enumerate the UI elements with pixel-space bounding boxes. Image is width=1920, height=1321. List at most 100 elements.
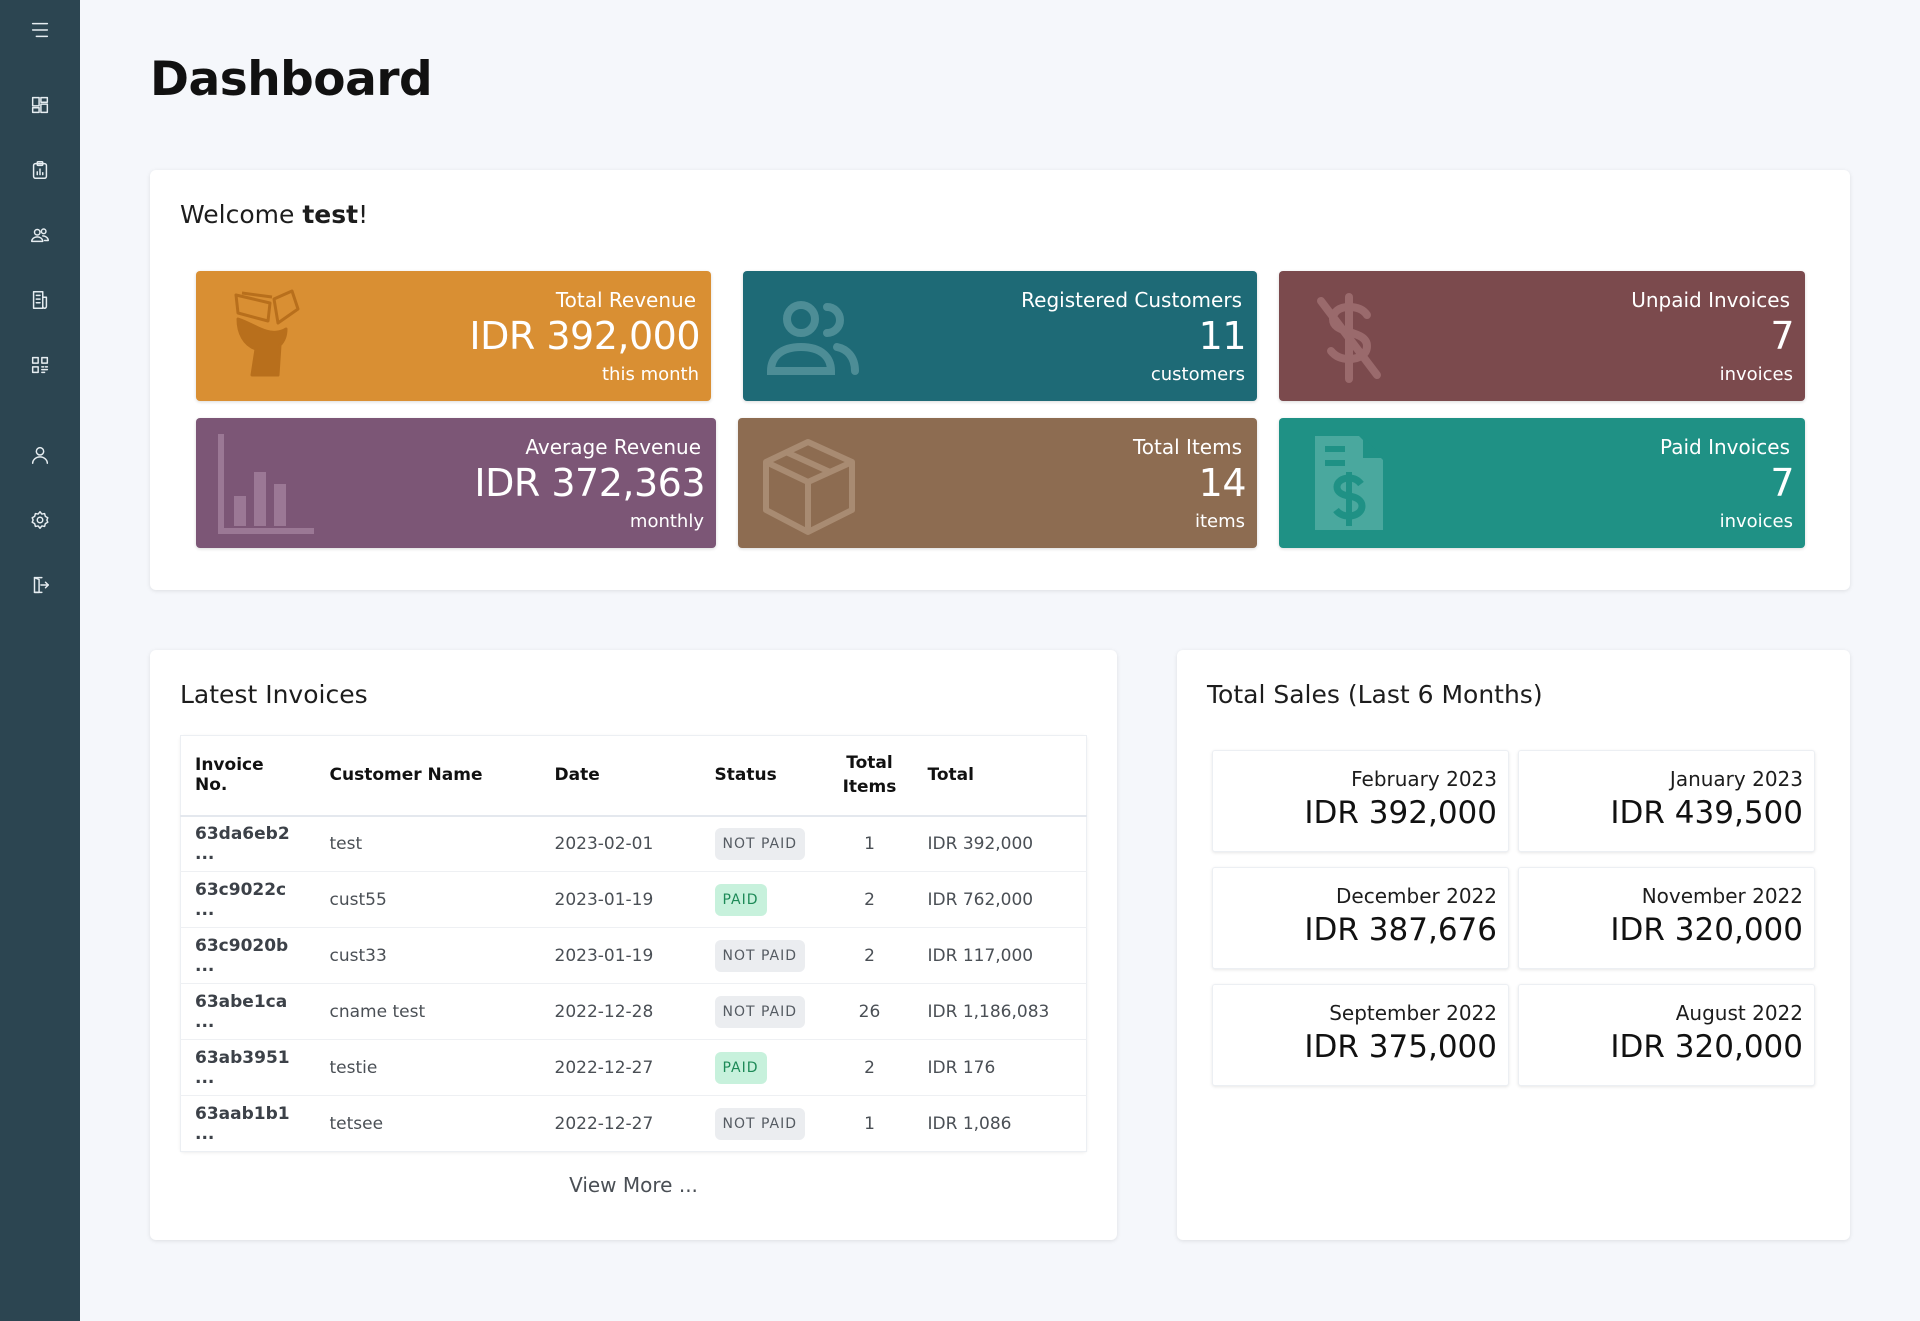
table-row[interactable]: 63c9022c ... cust55 2023-01-19 PAID 2 ID… <box>180 871 1087 928</box>
customer-name: testie <box>315 1039 541 1096</box>
stat-card-average-revenue[interactable]: Average Revenue IDR 372,363 monthly <box>196 418 716 548</box>
invoice-number[interactable]: 63ab3951 ... <box>180 1039 316 1096</box>
stat-card-total-revenue[interactable]: Total Revenue IDR 392,000 this month <box>196 271 711 401</box>
table-header-row: Invoice No. Customer Name Date Status To… <box>180 735 1087 817</box>
welcome-panel: Welcome test! Total Revenue IDR 392,000 … <box>150 170 1850 590</box>
status-cell: PAID <box>700 871 826 928</box>
status-cell: PAID <box>700 1039 826 1096</box>
stat-card-paid-invoices[interactable]: Paid Invoices 7 invoices <box>1279 418 1805 548</box>
invoice-number[interactable]: 63c9022c ... <box>180 871 316 928</box>
stat-subtext: this month <box>602 364 699 385</box>
total-items: 2 <box>825 927 914 984</box>
page-title: Dashboard <box>150 52 433 107</box>
total-items: 2 <box>825 1039 914 1096</box>
status-cell: NOT PAID <box>701 1096 826 1152</box>
stat-subtext: invoices <box>1719 364 1793 385</box>
invoice-date: 2022-12-27 <box>540 1039 701 1096</box>
invoice-number[interactable]: 63da6eb2 ... <box>180 815 316 872</box>
stat-card-total-items[interactable]: Total Items 14 items <box>738 418 1257 548</box>
invoice-number[interactable]: 63abe1ca ... <box>180 983 316 1040</box>
sales-month: August 2022 <box>1675 1001 1803 1025</box>
table-row[interactable]: 63ab3951 ... testie 2022-12-27 PAID 2 ID… <box>180 1039 1087 1096</box>
total-sales-panel: Total Sales (Last 6 Months) February 202… <box>1177 650 1850 1240</box>
status-badge: PAID <box>714 883 767 916</box>
table-row[interactable]: 63abe1ca ... cname test 2022-12-28 NOT P… <box>180 983 1087 1040</box>
welcome-suffix: ! <box>358 200 369 229</box>
table-row[interactable]: 63c9020b ... cust33 2023-01-19 NOT PAID … <box>180 927 1087 984</box>
invoice-number[interactable]: 63c9020b ... <box>180 927 316 984</box>
stat-label: Unpaid Invoices <box>1631 288 1790 312</box>
sales-amount: IDR 387,676 <box>1304 912 1497 948</box>
status-badge: PAID <box>714 1051 767 1084</box>
column-header-invoice-no[interactable]: Invoice No. <box>180 735 316 817</box>
status-badge: NOT PAID <box>714 1107 806 1140</box>
stat-value: IDR 372,363 <box>474 461 705 505</box>
sidebar <box>0 0 80 1321</box>
total-sales-title: Total Sales (Last 6 Months) <box>1207 680 1543 709</box>
customer-name: tetsee <box>329 1113 384 1134</box>
column-header-total[interactable]: Total <box>913 735 1087 817</box>
column-header-total-items[interactable]: Total Items <box>825 735 914 817</box>
stat-value: 11 <box>1198 314 1247 358</box>
stat-card-unpaid-invoices[interactable]: Unpaid Invoices 7 invoices <box>1279 271 1805 401</box>
dashboard-icon[interactable] <box>27 92 53 118</box>
status-badge: NOT PAID <box>714 939 806 972</box>
total-items: 1 <box>864 1113 875 1134</box>
stat-label: Registered Customers <box>1021 288 1242 312</box>
sales-amount: IDR 392,000 <box>1304 795 1497 831</box>
clipboard-report-icon[interactable] <box>27 157 53 183</box>
total-items: 2 <box>825 871 914 928</box>
user-icon[interactable] <box>27 442 53 468</box>
no-dollar-icon <box>1315 293 1383 383</box>
sales-month-card: September 2022 IDR 375,000 <box>1212 984 1509 1086</box>
invoice-total: IDR 176 <box>913 1039 1087 1096</box>
column-header-customer-name[interactable]: Customer Name <box>315 735 541 817</box>
customers-icon[interactable] <box>27 222 53 248</box>
total-items: 26 <box>825 983 914 1040</box>
table-row[interactable]: 63aab1b1 ... tetsee 2022-12-27 NOT PAID … <box>181 1096 1087 1152</box>
sales-amount: IDR 439,500 <box>1610 795 1803 831</box>
invoice-icon[interactable] <box>27 287 53 313</box>
table-row[interactable]: 63da6eb2 ... test 2023-02-01 NOT PAID 1 … <box>180 815 1087 872</box>
qr-code-icon[interactable] <box>27 352 53 378</box>
invoice-number[interactable]: 63aab1b1 ... <box>195 1103 290 1144</box>
invoice-dollar-icon <box>1311 432 1387 534</box>
welcome-prefix: Welcome <box>180 200 303 229</box>
box-icon <box>758 436 860 536</box>
stat-subtext: invoices <box>1719 511 1793 532</box>
invoice-total: IDR 117,000 <box>913 927 1087 984</box>
column-header-date[interactable]: Date <box>540 735 701 817</box>
stat-value: IDR 392,000 <box>469 314 700 358</box>
settings-icon[interactable] <box>27 507 53 533</box>
invoice-date: 2022-12-28 <box>540 983 701 1040</box>
stat-subtext: items <box>1194 511 1245 532</box>
sales-month-card: February 2023 IDR 392,000 <box>1212 750 1509 852</box>
sales-amount: IDR 375,000 <box>1304 1029 1497 1065</box>
sales-amount: IDR 320,000 <box>1610 1029 1803 1065</box>
sales-month-card: January 2023 IDR 439,500 <box>1518 750 1815 852</box>
invoice-total: IDR 1,086 <box>927 1113 1012 1134</box>
invoice-total: IDR 392,000 <box>913 815 1087 872</box>
sales-month-card: November 2022 IDR 320,000 <box>1518 867 1815 969</box>
column-header-status[interactable]: Status <box>700 735 826 817</box>
welcome-username: test <box>302 200 359 229</box>
status-cell: NOT PAID <box>700 815 826 872</box>
status-cell: NOT PAID <box>700 927 826 984</box>
stat-value: 7 <box>1770 314 1794 358</box>
stat-label: Paid Invoices <box>1660 435 1790 459</box>
view-more-link[interactable]: View More ... <box>569 1173 698 1197</box>
menu-icon[interactable] <box>27 17 53 43</box>
column-header-total-items-line1: Total <box>846 752 893 773</box>
invoice-date: 2023-02-01 <box>540 815 701 872</box>
money-hand-icon <box>222 289 304 381</box>
invoice-date: 2022-12-27 <box>554 1113 654 1134</box>
stat-value: 7 <box>1770 461 1794 505</box>
logout-icon[interactable] <box>27 572 53 598</box>
invoice-total: IDR 762,000 <box>913 871 1087 928</box>
sales-amount: IDR 320,000 <box>1610 912 1803 948</box>
customer-name: cust55 <box>315 871 541 928</box>
main-content: Dashboard Welcome test! Total Revenue ID… <box>80 0 1920 1321</box>
stat-card-registered-customers[interactable]: Registered Customers 11 customers <box>743 271 1257 401</box>
stat-value: 14 <box>1198 461 1247 505</box>
bar-chart-icon <box>214 430 318 538</box>
